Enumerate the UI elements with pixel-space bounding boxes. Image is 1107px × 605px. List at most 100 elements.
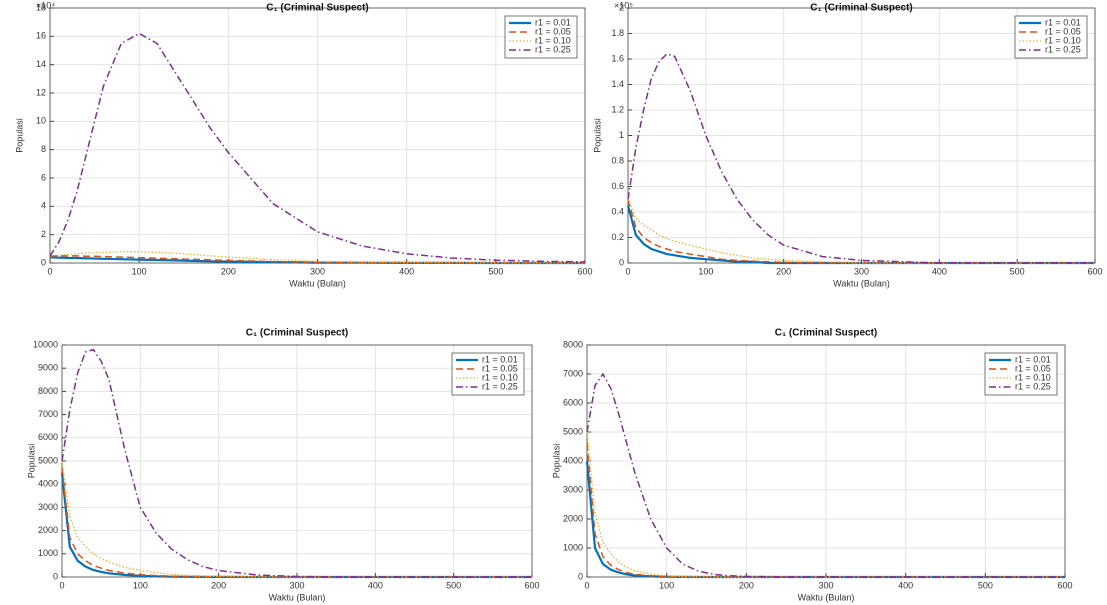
line-series — [627, 53, 1095, 264]
line-series — [627, 199, 1095, 264]
y-tick-label: 8000 — [563, 339, 583, 349]
x-tick-label: 400 — [932, 266, 947, 276]
legend-label: r1 = 0.01 — [535, 17, 571, 27]
y-tick-label: 2 — [619, 2, 624, 12]
chart-title: C₁ (Criminal Suspect) — [246, 328, 349, 339]
y-tick-label: 1.8 — [611, 28, 624, 38]
y-tick-label: 6000 — [563, 397, 583, 407]
y-axis-label: Populasi — [26, 444, 36, 479]
x-tick-label: 400 — [898, 580, 913, 590]
x-tick-label: 600 — [1057, 580, 1072, 590]
x-tick-label: 0 — [584, 580, 589, 590]
x-tick-label: 0 — [59, 580, 64, 590]
x-tick-label: 500 — [1010, 266, 1025, 276]
y-tick-label: 5000 — [563, 426, 583, 436]
y-tick-label: 7000 — [563, 368, 583, 378]
y-tick-label: 0.8 — [611, 155, 624, 165]
y-tick-label: 1.6 — [611, 53, 624, 63]
x-tick-label: 0 — [47, 266, 52, 276]
line-series — [586, 372, 1065, 578]
y-tick-label: 6000 — [38, 432, 58, 442]
y-tick-label: 4000 — [563, 455, 583, 465]
x-tick-label: 500 — [488, 266, 503, 276]
y-tick-label: 12 — [36, 87, 46, 97]
x-tick-label: 0 — [625, 266, 630, 276]
x-tick-label: 600 — [577, 266, 592, 276]
y-tick-label: 0 — [53, 571, 58, 581]
y-tick-label: 5000 — [38, 455, 58, 465]
x-tick-label: 300 — [289, 580, 304, 590]
subplot: 0 100 200 300 400 500 600010002000300040005000… — [551, 328, 1072, 603]
x-tick-label: 300 — [818, 580, 833, 590]
y-tick-label: 8 — [41, 144, 46, 154]
x-tick-label: 100 — [659, 580, 674, 590]
y-tick-label: 0.6 — [611, 181, 624, 191]
legend-label: r1 = 0.10 — [1015, 372, 1051, 382]
legend-box — [984, 352, 1058, 396]
y-tick-label: 4000 — [38, 479, 58, 489]
x-axis-label: Waktu (Bulan) — [798, 592, 855, 602]
legend-label: r1 = 0.25 — [1015, 381, 1051, 391]
y-tick-label: 0.4 — [611, 206, 624, 216]
y-tick-label: 14 — [36, 59, 46, 69]
y-tick-label: 18 — [36, 2, 46, 12]
x-axis-label: Waktu (Bulan) — [833, 278, 890, 288]
line-series — [49, 251, 586, 264]
y-axis-label: Populasi — [592, 118, 602, 153]
subplot: 0 100 200 300 400 500 600 0 0.2 0.4 0.6 0.8 1 1.2 1.4 1… — [592, 0, 1102, 288]
x-tick-label: 200 — [221, 266, 236, 276]
y-tick-label: 4 — [41, 201, 46, 211]
x-axis-label: Waktu (Bulan) — [289, 278, 346, 288]
x-tick-label: 200 — [211, 580, 226, 590]
y-tick-label: 3000 — [38, 502, 58, 512]
legend-label: r1 = 0.25 — [535, 44, 571, 54]
x-tick-label: 400 — [399, 266, 414, 276]
y-tick-label: 1000 — [38, 548, 58, 558]
line-series — [61, 348, 532, 578]
line-series — [627, 199, 1095, 264]
x-tick-label: 400 — [368, 580, 383, 590]
subplot: 0 100 200 300 400 500 600 0 2 4 6 8 10 12 14 16 18 C₁ (Cr… — [14, 0, 592, 288]
y-tick-label: 0 — [619, 257, 624, 267]
chart-title: C₁ (Criminal Suspect) — [266, 3, 369, 14]
y-multiplier: ×10⁵ — [614, 0, 633, 10]
y-tick-label: 7000 — [38, 409, 58, 419]
y-axis-label: Populasi — [14, 118, 24, 153]
legend-label: r1 = 0.10 — [482, 372, 518, 382]
y-tick-label: 0 — [578, 571, 583, 581]
x-tick-label: 300 — [310, 266, 325, 276]
x-tick-label: 300 — [854, 266, 869, 276]
line-series — [586, 431, 1065, 578]
y-tick-label: 10 — [36, 116, 46, 126]
x-tick-label: 200 — [776, 266, 791, 276]
chart-title: C₁ (Criminal Suspect) — [775, 328, 878, 339]
legend-label: r1 = 0.05 — [1015, 363, 1051, 373]
x-tick-label: 100 — [132, 266, 147, 276]
x-tick-label: 100 — [698, 266, 713, 276]
y-tick-label: 1000 — [563, 542, 583, 552]
x-tick-label: 200 — [739, 580, 754, 590]
y-multiplier: ×10⁴ — [36, 0, 55, 10]
y-tick-label: 6 — [41, 172, 46, 182]
legend-label: r1 = 0.05 — [1045, 26, 1081, 36]
y-tick-label: 1.4 — [611, 79, 624, 89]
x-axis-label: Waktu (Bulan) — [269, 592, 326, 602]
x-tick-label: 500 — [978, 580, 993, 590]
line-series — [49, 32, 586, 263]
legend-label: r1 = 0.01 — [1015, 354, 1051, 364]
y-tick-label: 3000 — [563, 484, 583, 494]
subplot: 0 100 200 300 400 500 600010002000300040005000… — [26, 328, 539, 603]
y-tick-label: 2000 — [38, 525, 58, 535]
x-tick-label: 600 — [1087, 266, 1102, 276]
y-tick-label: 16 — [36, 31, 46, 41]
legend-label: r1 = 0.10 — [1045, 35, 1081, 45]
legend-label: r1 = 0.25 — [1045, 44, 1081, 54]
legend-label: r1 = 0.05 — [482, 363, 518, 373]
y-tick-label: 0 — [41, 257, 46, 267]
y-tick-label: 2 — [41, 229, 46, 239]
y-tick-label: 2000 — [563, 513, 583, 523]
x-tick-label: 600 — [524, 580, 539, 590]
y-axis-label: Populasi — [551, 444, 561, 479]
legend-label: r1 = 0.01 — [482, 354, 518, 364]
